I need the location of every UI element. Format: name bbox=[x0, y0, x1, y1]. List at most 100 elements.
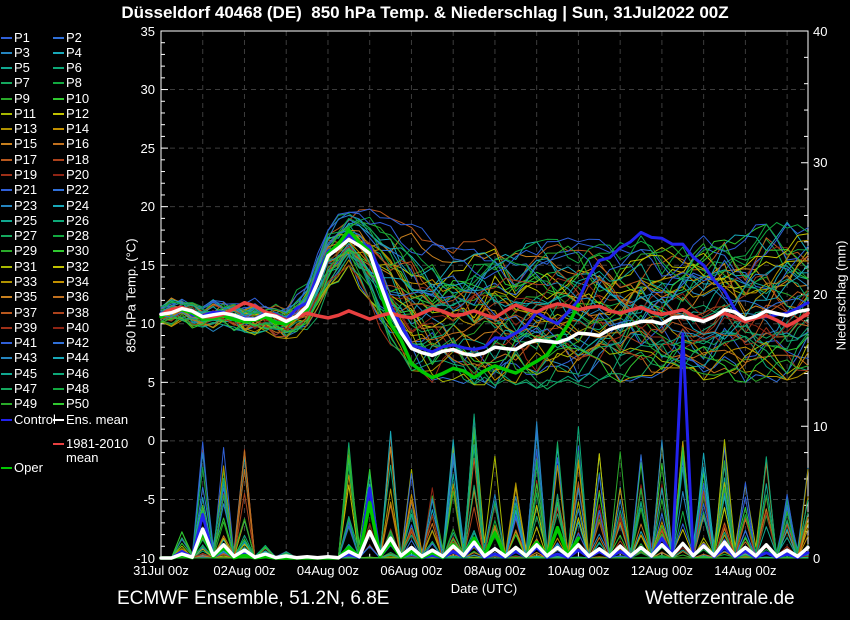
member-temp-line-p22 bbox=[160, 218, 809, 314]
x-tick-1: 31Jul 00z bbox=[133, 563, 189, 578]
legend-member-p32-label: P32 bbox=[66, 258, 90, 274]
legend-member-p36-swatch bbox=[53, 296, 64, 299]
member-temp-line-p27 bbox=[160, 247, 809, 350]
ens-mean-precip-line bbox=[159, 527, 810, 560]
legend-member-p22-label: P22 bbox=[66, 182, 90, 198]
legend-climate-mean-swatch bbox=[53, 443, 64, 445]
legend-member-p29: P29 bbox=[1, 244, 37, 259]
legend-member-p16: P16 bbox=[53, 137, 89, 152]
legend-member-p47-swatch bbox=[1, 387, 12, 390]
x-axis-title: Date (UTC) bbox=[450, 581, 518, 596]
legend-member-p38-swatch bbox=[53, 311, 64, 314]
ens-mean-temp-line bbox=[159, 237, 810, 358]
legend-member-p29-label: P29 bbox=[14, 243, 38, 259]
member-temp-line-p50 bbox=[160, 249, 809, 383]
legend-member-p42-swatch bbox=[53, 342, 64, 345]
legend-member-p5-swatch bbox=[1, 67, 12, 70]
left-tick-20: 20 bbox=[140, 199, 155, 215]
member-temp-line-p25 bbox=[160, 250, 809, 368]
legend-member-p24-label: P24 bbox=[66, 197, 90, 213]
left-tick-35: 35 bbox=[140, 23, 155, 39]
legend-member-p22: P22 bbox=[53, 183, 89, 198]
left-tick-25: 25 bbox=[140, 140, 155, 156]
legend-member-p20-label: P20 bbox=[66, 167, 90, 183]
legend-member-p7: P7 bbox=[1, 76, 30, 91]
legend-member-p13-label: P13 bbox=[14, 121, 38, 137]
legend-member-p26-label: P26 bbox=[66, 212, 90, 228]
legend-member-p14-label: P14 bbox=[66, 121, 90, 137]
legend-member-p31-label: P31 bbox=[14, 258, 38, 274]
right-tick-0: 0 bbox=[813, 550, 821, 566]
left-tick-15: 15 bbox=[140, 257, 155, 273]
legend-member-p23: P23 bbox=[1, 198, 37, 213]
plot-frame bbox=[160, 30, 809, 559]
legend-ens-mean-label: Ens. mean bbox=[66, 411, 129, 427]
legend-member-p32-swatch bbox=[53, 265, 64, 268]
legend-member-p21: P21 bbox=[1, 183, 37, 198]
legend-member-p11-label: P11 bbox=[14, 105, 37, 121]
member-temp-line-p49 bbox=[160, 250, 809, 382]
legend-member-p48: P48 bbox=[53, 381, 89, 396]
legend-member-p2: P2 bbox=[53, 30, 82, 45]
legend-member-p48-label: P48 bbox=[66, 380, 90, 396]
legend-member-p25-swatch bbox=[1, 219, 12, 222]
legend-member-p33-label: P33 bbox=[14, 273, 38, 289]
right-axis-title: Niederschlag (mm) bbox=[833, 240, 849, 351]
legend-member-p25-label: P25 bbox=[14, 212, 38, 228]
legend-member-p45: P45 bbox=[1, 366, 37, 381]
legend-member-p38-label: P38 bbox=[66, 304, 90, 320]
right-tick-40: 40 bbox=[813, 23, 828, 39]
legend-member-p27-swatch bbox=[1, 235, 12, 238]
legend-member-p37-swatch bbox=[1, 311, 12, 314]
x-tick-6: 10Aug 00z bbox=[547, 563, 610, 578]
legend-member-p7-swatch bbox=[1, 82, 12, 85]
legend-member-p9: P9 bbox=[1, 91, 30, 106]
footer-model-info: ECMWF Ensemble, 51.2N, 6.8E bbox=[117, 588, 390, 609]
legend-member-p4-swatch bbox=[53, 51, 64, 54]
legend-member-p43: P43 bbox=[1, 351, 37, 366]
legend-member-p15-label: P15 bbox=[14, 136, 38, 152]
legend-member-p27: P27 bbox=[1, 229, 37, 244]
left-tick--5: -5 bbox=[143, 491, 155, 507]
legend-member-p1-swatch bbox=[1, 36, 12, 39]
legend-member-p28-swatch bbox=[53, 235, 64, 238]
legend-member-p46-swatch bbox=[53, 372, 64, 375]
legend-member-p15: P15 bbox=[1, 137, 37, 152]
legend-member-p43-swatch bbox=[1, 357, 12, 360]
legend-member-p16-swatch bbox=[53, 143, 64, 146]
legend-member-p40-swatch bbox=[53, 326, 64, 329]
legend-member-p3-swatch bbox=[1, 51, 12, 54]
legend-member-p10-swatch bbox=[53, 97, 64, 100]
legend-member-p19: P19 bbox=[1, 168, 37, 183]
legend-member-p41-swatch bbox=[1, 342, 12, 345]
legend-member-p47-label: P47 bbox=[14, 380, 38, 396]
legend-member-p17-swatch bbox=[1, 158, 12, 161]
legend-member-p16-label: P16 bbox=[66, 136, 90, 152]
legend-member-p24: P24 bbox=[53, 198, 89, 213]
legend-ens-mean: Ens. mean bbox=[53, 412, 128, 427]
legend-member-p39-label: P39 bbox=[14, 319, 38, 335]
legend-member-p18: P18 bbox=[53, 152, 89, 167]
legend-member-p50-swatch bbox=[53, 403, 64, 406]
x-tick-3: 04Aug 00z bbox=[296, 563, 360, 578]
legend-member-p34: P34 bbox=[53, 274, 89, 289]
legend-member-p14: P14 bbox=[53, 122, 89, 137]
legend-member-p42: P42 bbox=[53, 336, 89, 351]
legend-member-p46-label: P46 bbox=[66, 365, 90, 381]
legend-member-p17: P17 bbox=[1, 152, 37, 167]
legend-climate-mean: 1981-2010 mean bbox=[53, 437, 128, 467]
legend-member-p1: P1 bbox=[1, 30, 30, 45]
legend-member-p2-label: P2 bbox=[66, 29, 82, 45]
legend-oper-label: Oper bbox=[14, 459, 43, 475]
legend-member-p23-swatch bbox=[1, 204, 12, 207]
legend-member-p23-label: P23 bbox=[14, 197, 38, 213]
left-tick-10: 10 bbox=[140, 316, 155, 332]
legend-member-p10: P10 bbox=[53, 91, 89, 106]
legend-member-p28: P28 bbox=[53, 229, 89, 244]
legend-member-p14-swatch bbox=[53, 128, 64, 131]
legend-member-p29-swatch bbox=[1, 250, 12, 253]
member-temp-line-p7 bbox=[160, 254, 809, 389]
legend-member-p15-swatch bbox=[1, 143, 12, 146]
